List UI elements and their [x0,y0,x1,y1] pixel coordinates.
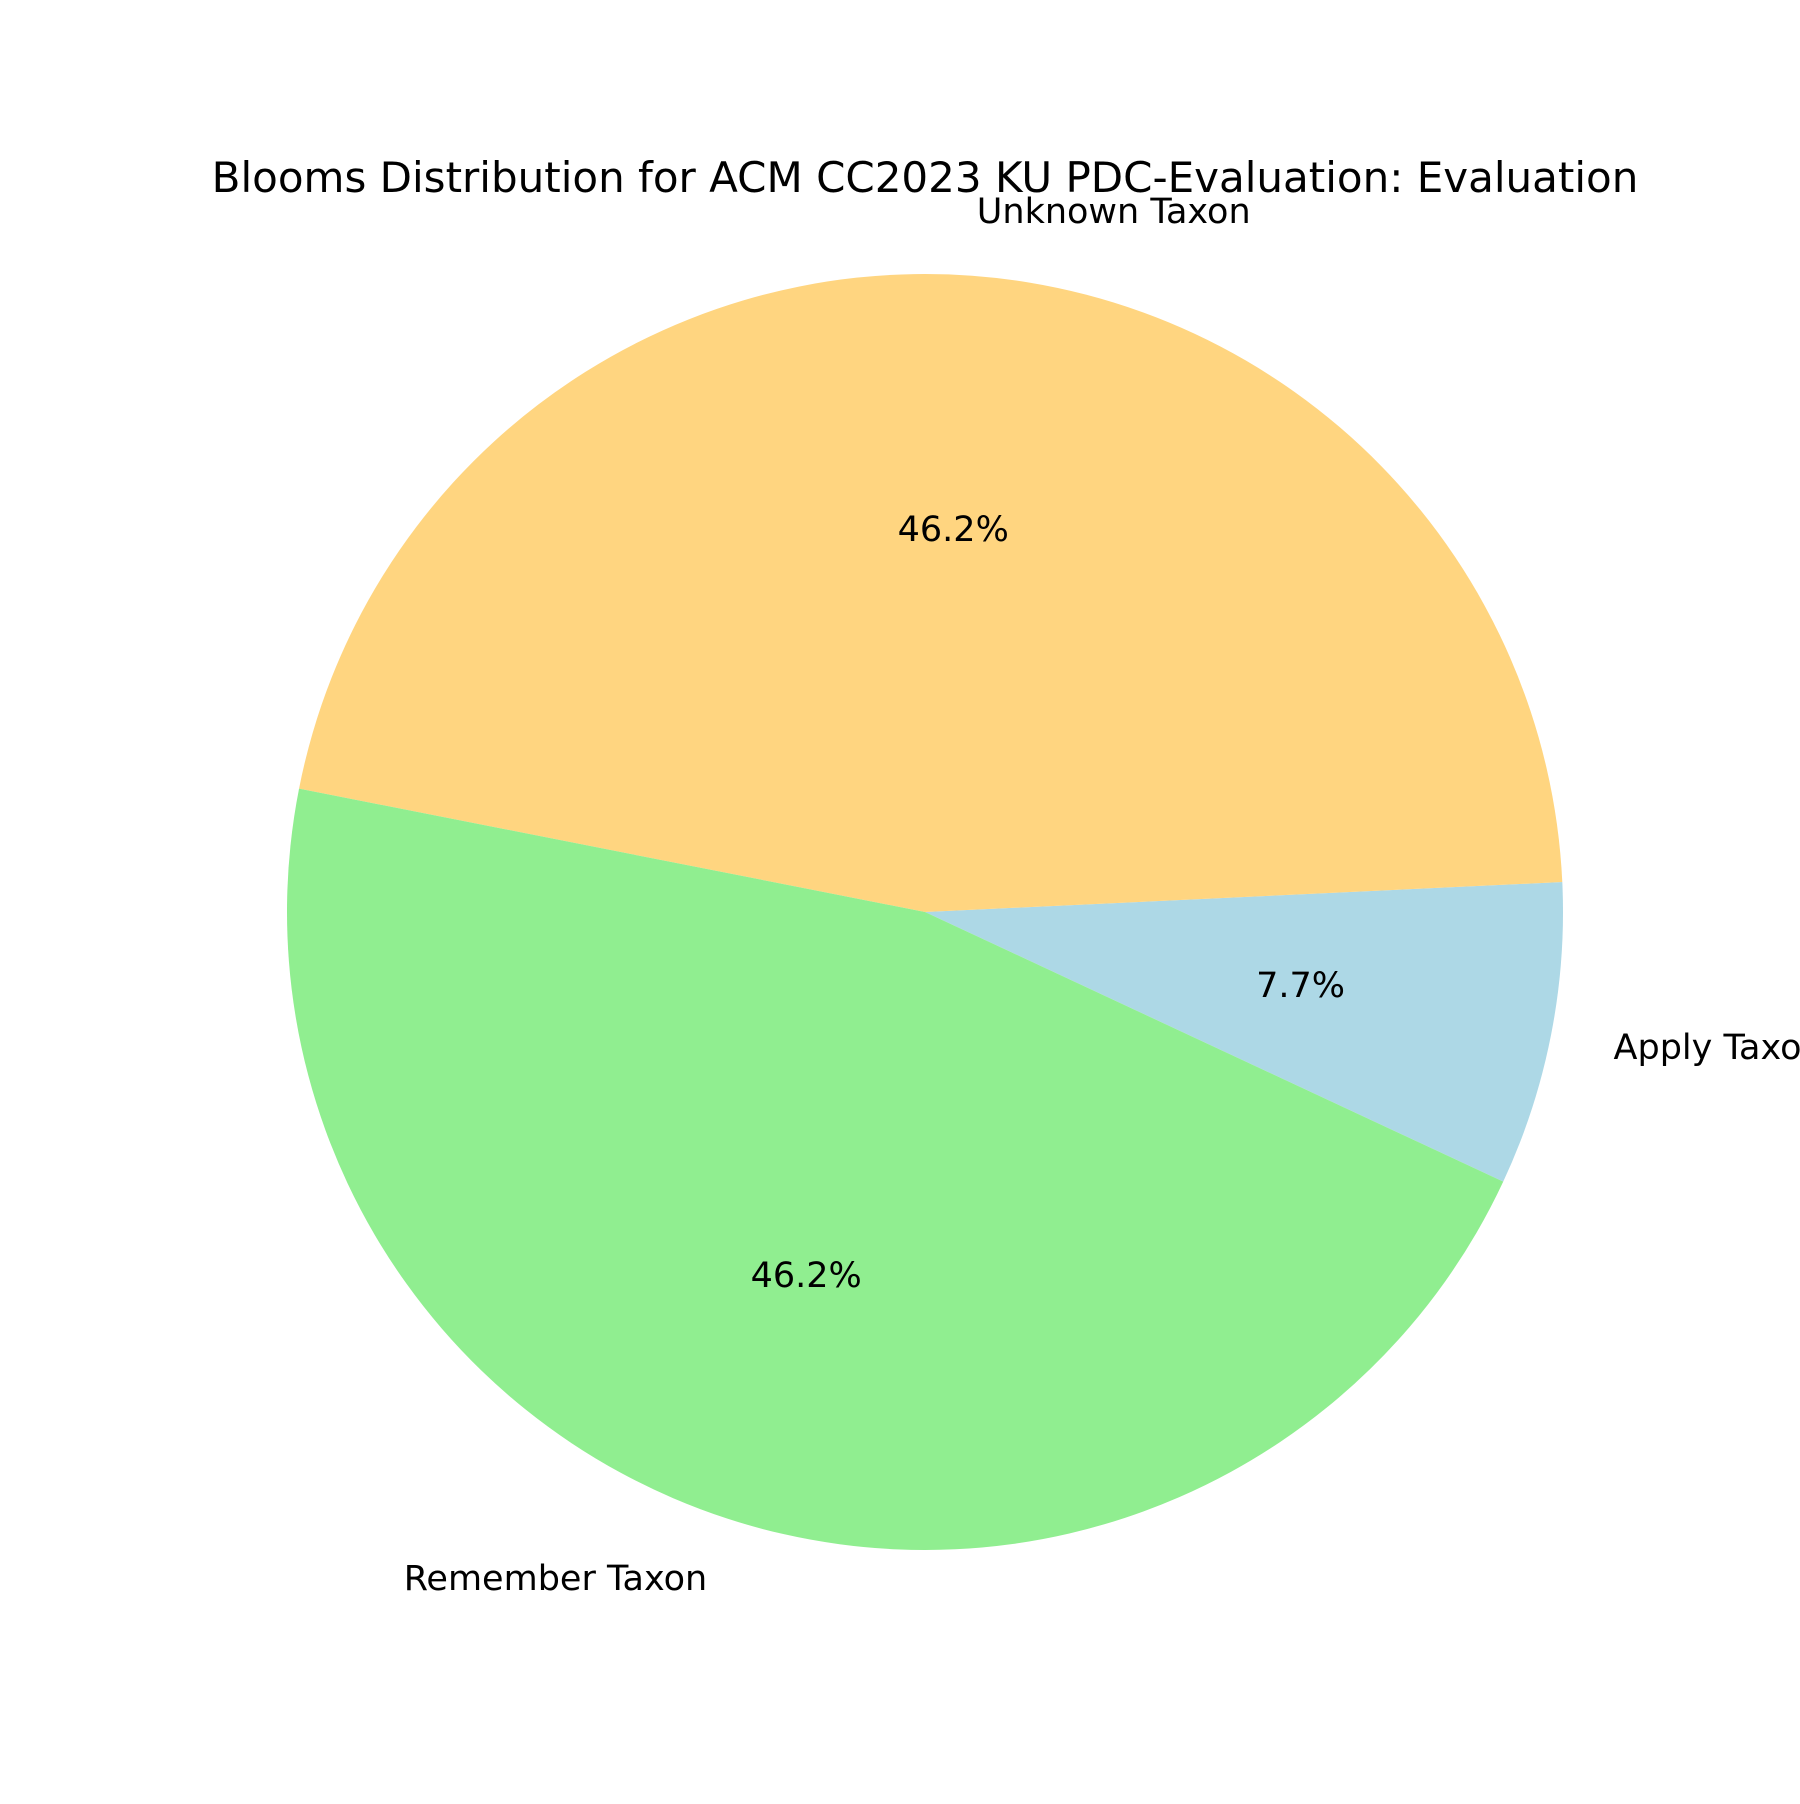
pie-slice-unknown-taxon [299,274,1563,912]
percent-label-remember-taxon: 46.2% [751,1256,862,1296]
chart-title: Blooms Distribution for ACM CC2023 KU PD… [212,153,1639,202]
pie-slice-apply-taxon [925,882,1564,1182]
pie-labels: Apply Taxon 7.7% Unknown Taxon 46.2% Remembe… [404,192,1800,1599]
percent-label-unknown-taxon: 46.2% [898,510,1009,550]
slice-label-remember-taxon: Remember Taxon [404,1559,708,1599]
percent-label-apply-taxon: 7.7% [1256,966,1345,1006]
slice-label-apply-taxon: Apply Taxon [1614,1028,1800,1068]
pie-slices [286,274,1564,1551]
pie-slice-remember-taxon [286,788,1504,1551]
slice-label-unknown-taxon: Unknown Taxon [977,192,1251,232]
